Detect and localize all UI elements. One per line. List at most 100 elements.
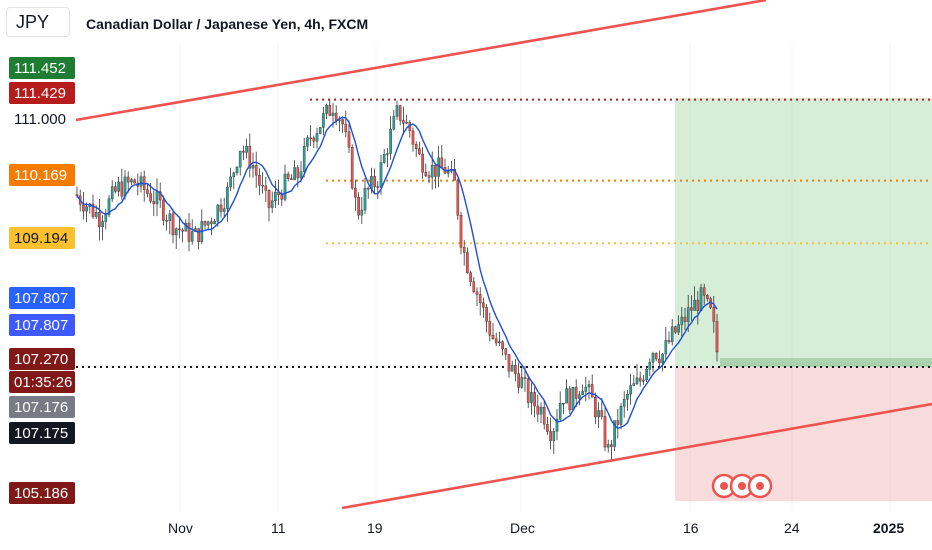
candle-body <box>158 191 162 201</box>
candle-body <box>341 119 344 125</box>
candle-body <box>597 410 600 418</box>
symbol-button[interactable]: JPY <box>6 7 70 37</box>
candle-body <box>168 213 172 221</box>
candle-body <box>328 104 332 116</box>
candle-body <box>520 377 524 388</box>
chart-title: Canadian Dollar / Japanese Yen, 4h, FXCM <box>86 16 369 32</box>
candle-body <box>491 335 495 339</box>
candle-body <box>635 377 639 384</box>
candle-body <box>366 187 370 190</box>
price-label-111452: 111.452 <box>9 57 75 79</box>
candle-body <box>261 185 264 187</box>
candle-body <box>414 144 418 149</box>
horizontal-levels[interactable] <box>76 98 932 368</box>
candle-body <box>85 206 88 212</box>
candle-body <box>120 181 124 197</box>
candle-body <box>584 386 588 392</box>
candle-body <box>661 353 664 364</box>
candle-body <box>315 133 319 142</box>
candle-body <box>296 167 300 179</box>
candle-body <box>507 354 511 372</box>
candle-body <box>434 164 437 177</box>
candle-body <box>306 137 309 147</box>
candle-body <box>155 191 159 205</box>
candle-body <box>181 229 184 232</box>
candle-body <box>680 316 684 325</box>
channel-lower-line[interactable] <box>341 402 932 510</box>
candle-body <box>274 191 277 201</box>
candle-body <box>210 221 213 225</box>
candle-body <box>258 175 261 186</box>
candle-body <box>312 137 316 142</box>
candle-body <box>581 391 584 395</box>
candle-body <box>587 384 591 388</box>
candle-body <box>555 418 559 432</box>
candle-body <box>686 307 690 322</box>
event-markers[interactable] <box>711 473 773 499</box>
candle-body <box>482 302 485 308</box>
price-label-109194: 109.194 <box>9 227 75 249</box>
candle-body <box>270 200 274 208</box>
candle-body <box>197 228 200 242</box>
time-tick-16: 16 <box>683 520 699 536</box>
candle-body <box>133 179 136 184</box>
candle-body <box>101 221 104 227</box>
candle-body <box>574 387 578 399</box>
candle-body <box>571 387 575 411</box>
candle-body <box>248 145 252 169</box>
candle-body <box>363 187 367 211</box>
candle-body <box>510 365 514 372</box>
candle-body <box>542 407 546 425</box>
price-label-107176: 107.176 <box>9 396 75 418</box>
candle-body <box>562 402 565 405</box>
candle-body <box>302 146 306 172</box>
candle-body <box>475 291 479 295</box>
trend-channel[interactable] <box>75 0 932 510</box>
candle-body <box>578 394 581 399</box>
candle-body <box>485 307 488 322</box>
moving-average-line <box>76 116 718 430</box>
candle-body <box>318 127 322 134</box>
candle-body <box>683 316 687 322</box>
candle-body <box>162 199 165 221</box>
candle-body <box>280 194 284 200</box>
candle-body <box>110 186 114 200</box>
candle-body <box>568 388 572 411</box>
candle-body <box>674 326 677 333</box>
event-marker-icon[interactable] <box>747 473 773 499</box>
candle-body <box>386 153 389 155</box>
unrealized-pnl-bar <box>720 358 932 367</box>
candle-body <box>376 186 380 188</box>
candle-body <box>293 167 296 180</box>
time-tick-11: 11 <box>271 520 286 536</box>
price-label-110169: 110.169 <box>9 164 75 186</box>
candle-body <box>107 198 111 216</box>
candle-body <box>347 131 351 148</box>
price-label-107807b: 107.807 <box>9 314 75 336</box>
candle-body <box>216 204 220 222</box>
candle-body <box>606 444 610 448</box>
candle-body <box>126 176 130 183</box>
candle-body <box>677 324 680 333</box>
channel-upper-line[interactable] <box>75 0 767 122</box>
price-label-107270: 107.270 <box>9 348 75 370</box>
price-label-111429: 111.429 <box>9 82 75 104</box>
candle-body <box>82 204 85 212</box>
candle-body <box>715 321 719 353</box>
candle-body <box>290 178 293 180</box>
chart-header: JPY Canadian Dollar / Japanese Yen, 4h, … <box>0 0 932 44</box>
candle-body <box>203 221 207 226</box>
candle-body <box>549 431 552 441</box>
candle-body <box>424 172 428 176</box>
candle-body <box>251 165 255 169</box>
candle-body <box>504 348 508 355</box>
candle-body <box>651 353 655 363</box>
candle-body <box>501 341 504 350</box>
candle-body <box>690 307 693 311</box>
candle-body <box>213 220 216 225</box>
candle-body <box>98 212 101 227</box>
candle-body <box>552 431 556 441</box>
candle-body <box>648 362 652 370</box>
candle-body <box>190 231 194 242</box>
